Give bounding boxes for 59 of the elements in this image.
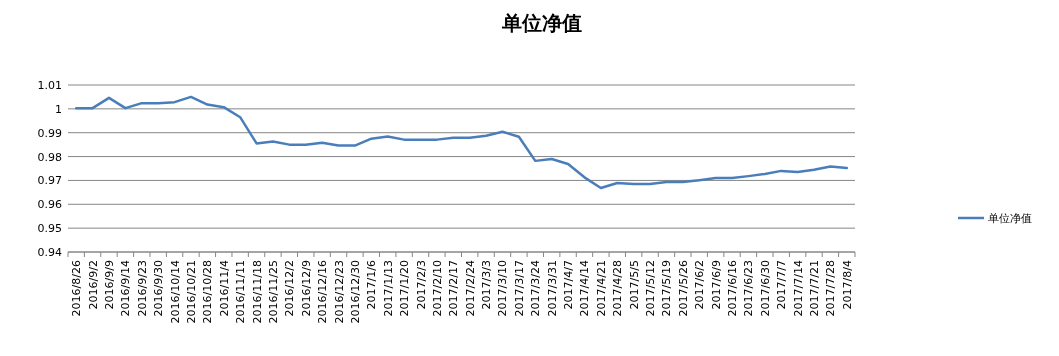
x-tick-label: 2017/1/13 [381, 260, 395, 317]
x-tick-label: 2016/11/11 [234, 260, 248, 324]
x-tick-label: 2016/12/2 [283, 260, 297, 317]
x-tick-label: 2017/4/14 [578, 260, 592, 317]
x-tick-label: 2016/10/28 [201, 260, 215, 324]
y-tick-label: 0.95 [37, 222, 62, 236]
x-tick-label: 2016/9/9 [102, 260, 116, 310]
x-tick-label: 2017/2/17 [447, 260, 461, 317]
x-tick-label: 2017/1/6 [365, 260, 379, 310]
x-tick-label: 2017/5/12 [644, 260, 658, 317]
x-tick-label: 2017/5/5 [627, 260, 641, 310]
x-tick-label: 2017/7/14 [791, 260, 805, 317]
y-tick-label: 0.94 [37, 246, 62, 259]
x-tick-label: 2017/7/7 [775, 260, 789, 310]
x-tick-label: 2017/4/28 [611, 260, 625, 317]
x-tick-label: 2017/5/19 [660, 260, 674, 317]
y-tick-label: 0.97 [37, 174, 62, 188]
y-tick-label: 0.96 [37, 198, 62, 212]
x-tick-label: 2017/5/26 [676, 260, 690, 317]
x-tick-label: 2017/3/24 [529, 260, 543, 317]
x-tick-label: 2017/3/31 [545, 260, 559, 317]
x-tick-label: 2017/3/3 [480, 260, 494, 310]
x-tick-label: 2017/2/10 [430, 260, 444, 317]
x-tick-label: 2016/12/9 [299, 260, 313, 317]
x-tick-label: 2016/11/4 [217, 260, 231, 317]
x-tick-label: 2017/2/3 [414, 260, 428, 310]
x-tick-label: 2016/11/25 [266, 260, 280, 324]
x-tick-label: 2017/6/9 [709, 260, 723, 310]
y-tick-label: 0.98 [37, 150, 62, 164]
x-tick-label: 2016/12/30 [348, 260, 362, 324]
y-tick-label: 1.01 [37, 79, 62, 92]
x-tick-label: 2016/10/21 [184, 260, 198, 324]
x-tick-label: 2017/6/30 [758, 260, 772, 317]
y-tick-label: 1 [55, 102, 62, 116]
x-tick-label: 2016/8/26 [70, 260, 84, 317]
x-tick-label: 2017/4/21 [594, 260, 608, 317]
x-tick-label: 2016/12/16 [316, 260, 330, 324]
x-tick-label: 2016/12/23 [332, 260, 346, 324]
x-tick-label: 2016/9/2 [86, 260, 100, 310]
x-tick-label: 2016/9/30 [152, 260, 166, 317]
x-tick-label: 2016/11/18 [250, 260, 264, 324]
x-tick-label: 2017/3/17 [512, 260, 526, 317]
x-tick-label: 2017/6/16 [726, 260, 740, 317]
x-tick-label: 2017/2/24 [463, 260, 477, 317]
x-tick-label: 2017/1/20 [398, 260, 412, 317]
x-tick-label: 2017/8/4 [840, 260, 854, 310]
legend-label: 单位净值 [988, 212, 1032, 225]
x-tick-label: 2016/9/14 [119, 260, 133, 317]
x-tick-label: 2016/9/23 [135, 260, 149, 317]
x-tick-label: 2017/7/21 [808, 260, 822, 317]
x-tick-label: 2017/3/10 [496, 260, 510, 317]
x-tick-label: 2017/6/2 [693, 260, 707, 310]
x-tick-label: 2017/4/7 [562, 260, 576, 310]
chart-title: 单位净值 [500, 11, 582, 35]
x-tick-label: 2017/6/23 [742, 260, 756, 317]
x-tick-label: 2016/10/14 [168, 260, 182, 324]
x-tick-label: 2017/7/28 [824, 260, 838, 317]
line-series [74, 95, 849, 190]
y-tick-label: 0.99 [37, 126, 62, 140]
